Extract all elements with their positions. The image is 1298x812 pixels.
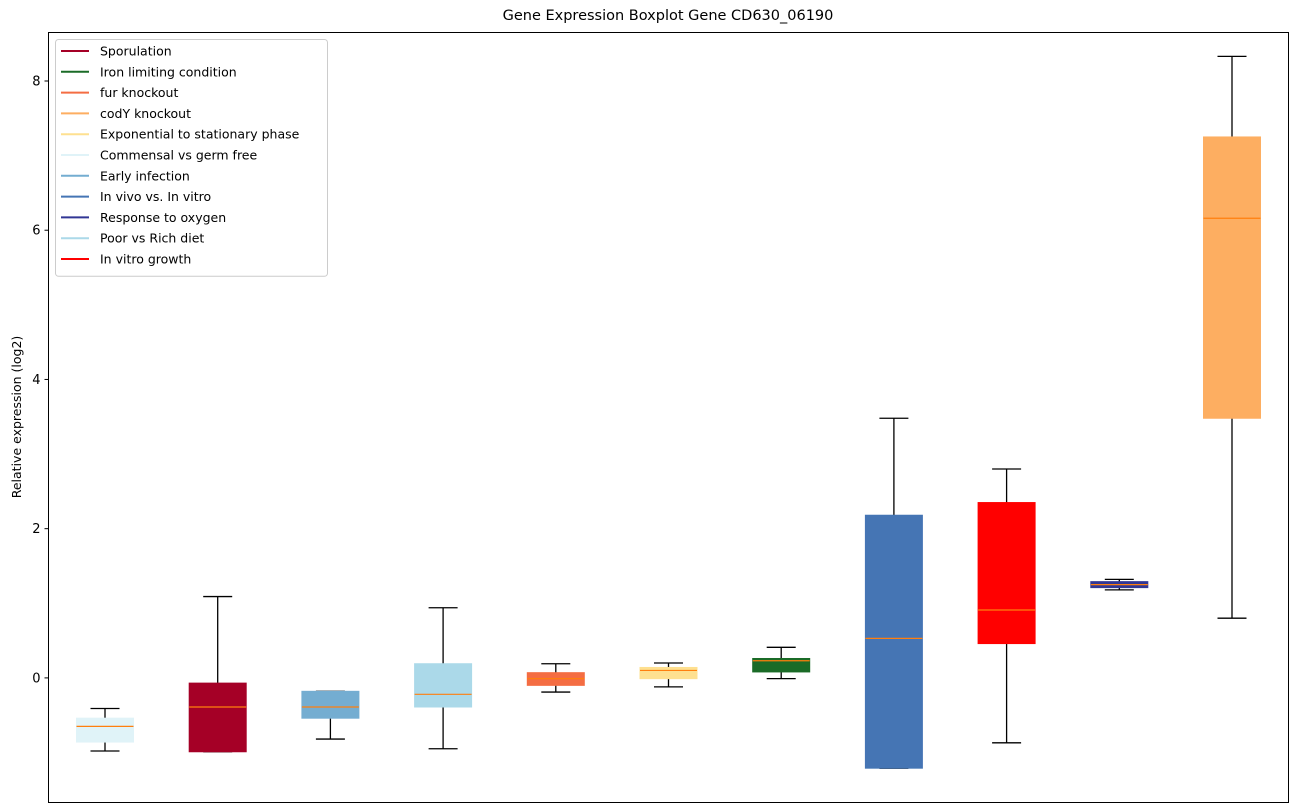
box-body (188, 682, 247, 753)
box-2 (301, 690, 360, 740)
box-body (864, 514, 923, 769)
legend-label: Early infection (100, 168, 190, 183)
y-tick-label: 2 (32, 522, 40, 537)
box-body (414, 663, 473, 708)
box-body (1203, 136, 1261, 419)
y-tick-label: 8 (32, 74, 40, 89)
legend-label: In vitro growth (100, 252, 191, 267)
box-body (301, 690, 360, 719)
box-0 (76, 707, 134, 752)
axes-frame (48, 32, 1289, 803)
legend-label: In vivo vs. In vitro (100, 189, 211, 204)
box-5 (639, 662, 698, 688)
y-tick-label: 6 (32, 224, 40, 239)
legend-label: Response to oxygen (100, 210, 226, 225)
box-1 (188, 595, 247, 753)
box-body (977, 502, 1036, 645)
y-tick-label: 0 (32, 671, 40, 686)
legend-frame (55, 39, 328, 277)
legend-label: Exponential to stationary phase (100, 127, 300, 142)
chart-title: Gene Expression Boxplot Gene CD630_06190 (503, 8, 834, 24)
box-10 (1203, 55, 1261, 619)
box-9 (1090, 578, 1149, 591)
y-tick-label: 4 (32, 373, 40, 388)
legend-label: codY knockout (100, 106, 191, 121)
plot-area (76, 55, 1261, 769)
box-body (76, 717, 134, 743)
box-body (752, 657, 811, 673)
box-body (639, 666, 698, 680)
legend-label: Iron limiting condition (100, 64, 237, 79)
box-7 (864, 417, 923, 769)
y-axis-ticks: 0 2 4 6 8 (32, 74, 49, 686)
legend-label: Commensal vs germ free (100, 148, 257, 163)
box-3 (414, 607, 473, 750)
legend-label: Sporulation (100, 44, 172, 59)
box-6 (752, 646, 811, 680)
box-8 (977, 468, 1036, 744)
legend-label: Poor vs Rich diet (100, 231, 204, 246)
box-4 (526, 663, 585, 693)
legend-label: fur knockout (100, 85, 178, 100)
y-axis-label: Relative expression (log2) (9, 336, 24, 499)
legend: Sporulation Iron limiting condition fur kn… (55, 39, 328, 277)
